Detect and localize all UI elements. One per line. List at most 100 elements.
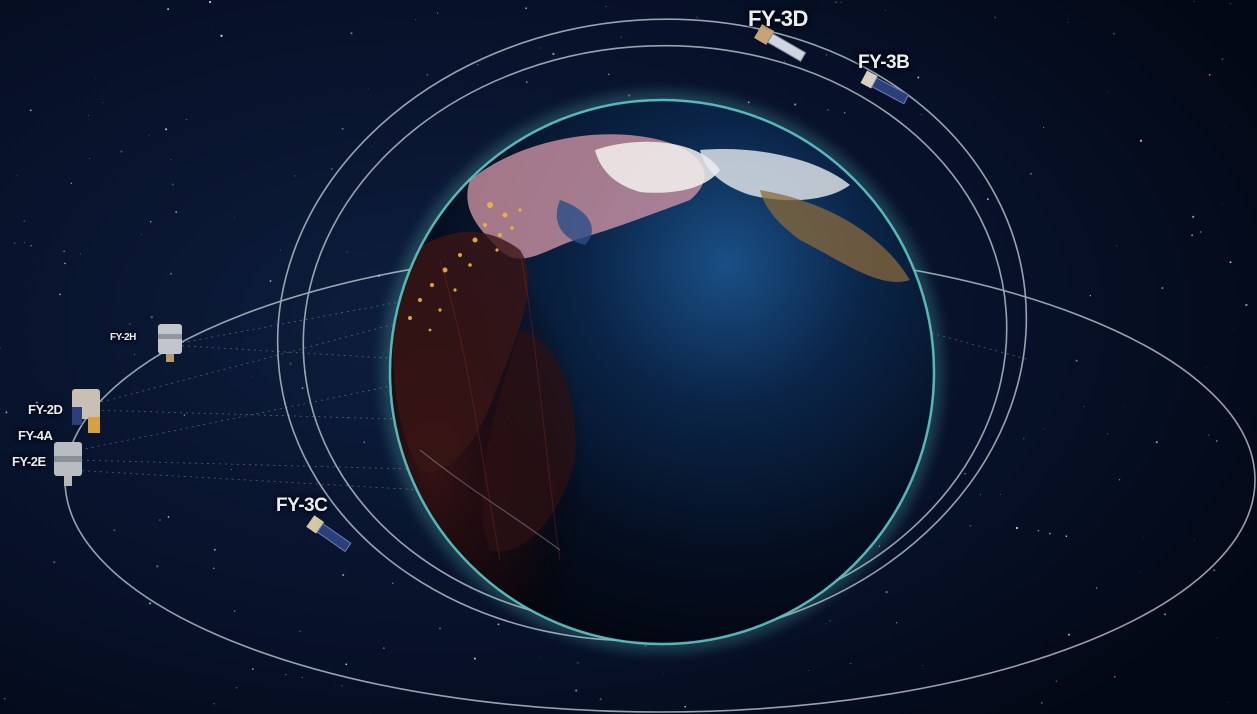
star [209, 1, 212, 4]
star [1164, 613, 1167, 616]
star [169, 272, 173, 275]
star [269, 280, 272, 282]
star [301, 676, 303, 678]
star [3, 697, 6, 700]
star [1191, 234, 1194, 237]
star [980, 494, 982, 496]
star [1229, 261, 1232, 264]
star [885, 9, 887, 11]
star [1232, 329, 1234, 331]
star [1118, 479, 1121, 481]
star [1116, 245, 1118, 247]
star [113, 529, 116, 532]
star [318, 338, 320, 339]
star [994, 16, 996, 19]
star [251, 668, 254, 670]
star [1089, 295, 1092, 297]
star [102, 102, 104, 104]
star [5, 411, 8, 414]
star [213, 703, 215, 705]
star [1113, 32, 1115, 35]
star [16, 174, 18, 176]
star [1205, 366, 1207, 368]
satellite-fy3c-icon [306, 515, 352, 553]
star [993, 97, 995, 99]
star [684, 705, 687, 708]
star [850, 663, 852, 665]
label-fy3b: FY-3B [858, 52, 910, 73]
star [371, 146, 372, 148]
satellite-fy2d-icon [72, 389, 100, 433]
star [1142, 537, 1144, 539]
star [921, 664, 923, 666]
star [299, 630, 301, 633]
star [1224, 126, 1226, 128]
star [986, 198, 989, 201]
star [96, 628, 98, 630]
star [1067, 633, 1071, 636]
star [150, 221, 152, 223]
star [608, 73, 610, 76]
star [439, 627, 441, 630]
star [158, 519, 161, 522]
star [346, 417, 348, 419]
star [1230, 3, 1231, 5]
star [233, 216, 235, 218]
star [1008, 293, 1010, 295]
star [1114, 676, 1116, 678]
star [133, 353, 136, 356]
star [167, 8, 170, 11]
star [840, 1, 842, 3]
star [1048, 532, 1051, 535]
star [128, 322, 131, 325]
star [1209, 74, 1211, 76]
star [1213, 569, 1216, 572]
star [171, 183, 174, 186]
star [363, 441, 366, 444]
star [330, 168, 333, 170]
star [341, 685, 343, 687]
star [13, 241, 16, 244]
star [1200, 231, 1202, 233]
star [1221, 203, 1223, 205]
star [383, 647, 385, 649]
star [170, 159, 172, 161]
star [342, 573, 345, 577]
star [525, 7, 527, 10]
star [552, 52, 555, 56]
label-fy2-lower: FY-2E [12, 454, 46, 469]
star [885, 590, 888, 594]
star [233, 610, 236, 612]
star [150, 316, 153, 319]
star [1208, 434, 1210, 436]
label-fy3c: FY-3C [276, 495, 328, 516]
star [95, 77, 97, 79]
star [251, 376, 253, 378]
star [289, 362, 292, 365]
star [895, 622, 898, 624]
earth-globe [381, 91, 943, 653]
star [88, 114, 89, 116]
star [1216, 440, 1218, 442]
star [1216, 637, 1218, 639]
star [350, 32, 353, 35]
star [1042, 126, 1045, 129]
star [415, 19, 416, 20]
star [426, 73, 429, 76]
star [576, 661, 579, 664]
star [220, 34, 223, 37]
star [1221, 58, 1224, 61]
star [1067, 21, 1069, 23]
star [1075, 359, 1078, 362]
star [285, 673, 287, 676]
star [827, 109, 830, 111]
star [186, 118, 188, 121]
star [826, 623, 827, 625]
star [1065, 535, 1068, 538]
star [835, 1, 837, 3]
star [829, 620, 831, 622]
star [167, 516, 170, 518]
star [910, 228, 912, 229]
star [1015, 526, 1019, 530]
star [58, 293, 61, 296]
